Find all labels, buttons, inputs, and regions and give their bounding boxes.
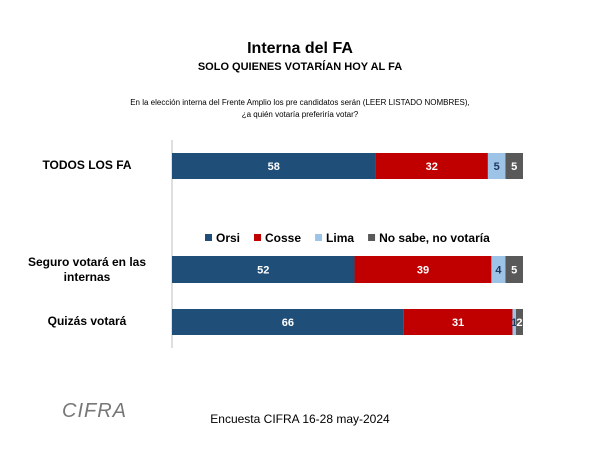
data-label: 58: [268, 161, 280, 173]
legend-swatch: [254, 234, 262, 241]
bar-segment: [172, 309, 404, 335]
data-label: 5: [494, 161, 500, 173]
legend-label: Orsi: [216, 231, 240, 245]
data-label: 31: [452, 317, 464, 329]
chart-subtitle: SOLO QUIENES VOTARÍAN HOY AL FA: [197, 61, 403, 73]
data-label: 4: [495, 265, 502, 277]
data-label: 39: [417, 265, 429, 277]
data-label: 2: [516, 317, 522, 329]
bar-segment: [172, 153, 376, 179]
legend-swatch: [368, 234, 376, 241]
bar-segment: [505, 256, 523, 283]
bar-segment: [512, 309, 516, 335]
legend-label: No sabe, no votaría: [379, 231, 490, 245]
bar-segment: [354, 256, 492, 283]
bar-segment: [375, 153, 488, 179]
data-label: 66: [282, 317, 294, 329]
bar-segment: [172, 256, 355, 283]
category-label: Seguro votará en las internas: [27, 254, 147, 284]
data-label: 5: [511, 161, 517, 173]
category-label: TODOS LOS FA: [42, 158, 132, 172]
legend-label: Cosse: [265, 231, 301, 245]
data-label: 32: [426, 161, 438, 173]
data-label: 52: [257, 265, 269, 277]
category-label: Quizás votará: [47, 314, 127, 328]
legend-swatch: [315, 234, 323, 241]
question-line: En la elección interna del Frente Amplio…: [130, 98, 470, 107]
bar-segment: [487, 153, 506, 179]
legend-label: Lima: [326, 231, 354, 245]
data-label: 5: [511, 265, 517, 277]
bar-segment: [491, 256, 506, 283]
bar-segment: [505, 153, 523, 179]
chart-title: Interna del FA: [247, 40, 353, 57]
footer: Encuesta CIFRA 16-28 may-2024: [210, 412, 390, 426]
logo: CIFRA: [62, 400, 127, 422]
data-label: 1: [511, 317, 517, 329]
bar-segment: [515, 309, 523, 335]
legend-swatch: [205, 234, 212, 241]
bar-segment: [403, 309, 513, 335]
question-line: ¿a quién votaría preferiría votar?: [241, 110, 359, 119]
